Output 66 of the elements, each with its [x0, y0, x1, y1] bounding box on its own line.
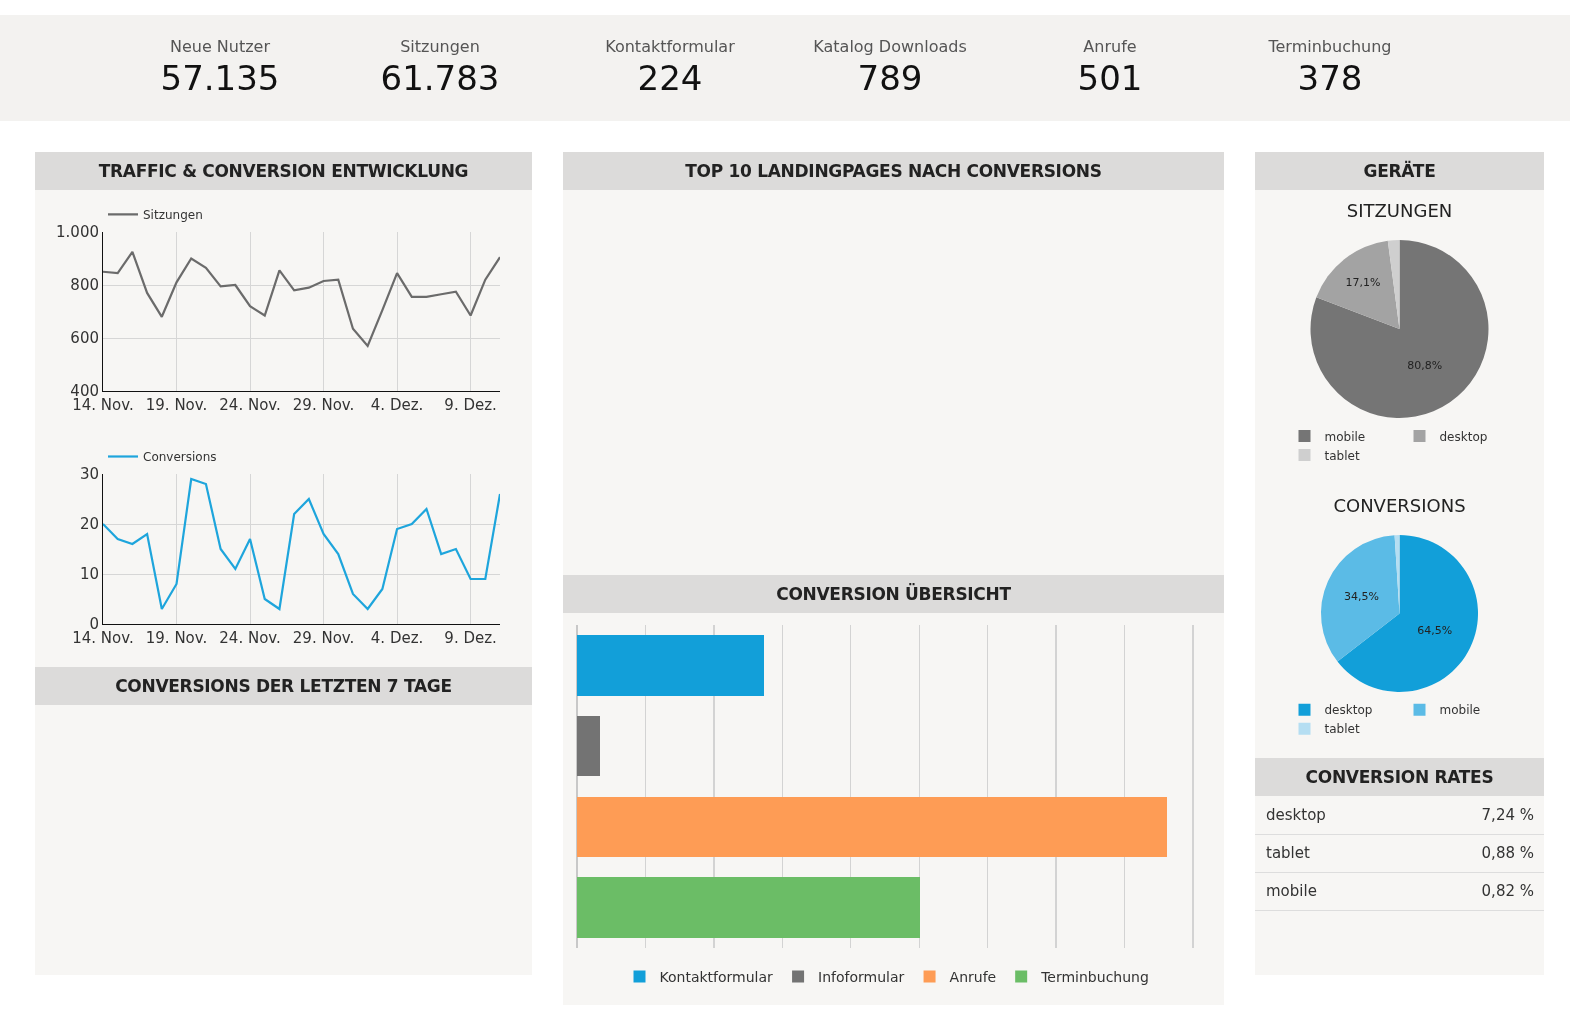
y-tick-label: 600 [70, 329, 99, 348]
text: 224 [637, 58, 703, 98]
legend-label: mobile [1439, 703, 1481, 718]
data-label: 34,5% [1344, 589, 1379, 603]
pie-slice [1394, 535, 1400, 614]
legend-label: Anrufe [949, 968, 997, 985]
text: 378 [1297, 58, 1363, 98]
text: 7,24 % [1481, 806, 1534, 824]
x-tick-label: 19. Nov. [145, 629, 208, 647]
legend-label: mobile [1324, 429, 1366, 444]
text: 789 [857, 58, 923, 98]
x-tick-label: 24. Nov. [219, 396, 281, 414]
legend-label: Kontaktformular [659, 968, 774, 985]
legend-label: desktop [1324, 703, 1373, 718]
text: 0,88 % [1481, 844, 1534, 862]
x-tick-label: 4. Dez. [370, 629, 424, 647]
pie-slice [1387, 240, 1400, 329]
text: TOP 10 LANDINGPAGES NACH CONVERSIONS [563, 152, 1224, 190]
chart-title: GERÄTE [1255, 152, 1544, 190]
y-tick-label: 20 [79, 515, 99, 534]
category-label: tablet [1266, 843, 1310, 864]
y-tick-label: 1.000 [56, 223, 99, 242]
legend-label: tablet [1324, 448, 1360, 463]
y-tick-label: 30 [79, 465, 99, 484]
legend-label: desktop [1439, 429, 1488, 444]
pie-slice [1337, 535, 1478, 692]
pie-slice [1321, 535, 1400, 662]
text: 61.783 [380, 58, 500, 98]
text: 501 [1077, 58, 1143, 98]
text: CONVERSION RATES [1255, 758, 1544, 796]
category-label: Anrufe [1082, 37, 1138, 56]
x-tick-label: 19. Nov. [145, 396, 208, 414]
pie-slice [1316, 240, 1400, 329]
chart-subtitle: SITZUNGEN [1346, 199, 1453, 221]
legend-label: tablet [1324, 722, 1360, 737]
text: 57.135 [160, 58, 280, 98]
data-label: 80,8% [1407, 359, 1443, 373]
x-tick-label: 29. Nov. [292, 396, 355, 414]
line-series [103, 477, 500, 611]
line-series [103, 250, 500, 348]
legend-label: Infoformular [818, 968, 905, 985]
x-tick-label: 29. Nov. [292, 629, 355, 647]
y-tick-label: 10 [79, 565, 99, 584]
x-tick-label: 4. Dez. [370, 396, 424, 414]
text: CONVERSIONS DER LETZTEN 7 TAGE [35, 667, 532, 705]
category-label: Katalog Downloads [812, 37, 968, 56]
data-label: 64,5% [1417, 624, 1453, 638]
category-label: mobile [1266, 881, 1317, 902]
category-label: Kontaktformular [604, 37, 736, 56]
category-label: Neue Nutzer [168, 37, 272, 56]
x-tick-label: 24. Nov. [219, 629, 281, 647]
category-label: desktop [1266, 805, 1326, 826]
pie-slice [1310, 240, 1489, 418]
data-label: 17,1% [1345, 276, 1381, 290]
x-tick-label: 9. Dez. [444, 629, 497, 647]
legend-label: Conversions [143, 450, 217, 465]
legend-label: Terminbuchung [1040, 968, 1149, 985]
category-label: Sitzungen [399, 37, 481, 56]
legend-label: Sitzungen [143, 208, 203, 222]
text: 0,82 % [1481, 882, 1534, 900]
x-tick-label: 9. Dez. [444, 396, 497, 414]
chart-title: TRAFFIC & CONVERSION ENTWICKLUNG [35, 152, 532, 190]
y-tick-label: 800 [70, 276, 99, 295]
category-label: Terminbuchung [1267, 37, 1393, 56]
chart-title: CONVERSION ÜBERSICHT [563, 575, 1224, 613]
chart-subtitle: CONVERSIONS [1333, 494, 1466, 516]
